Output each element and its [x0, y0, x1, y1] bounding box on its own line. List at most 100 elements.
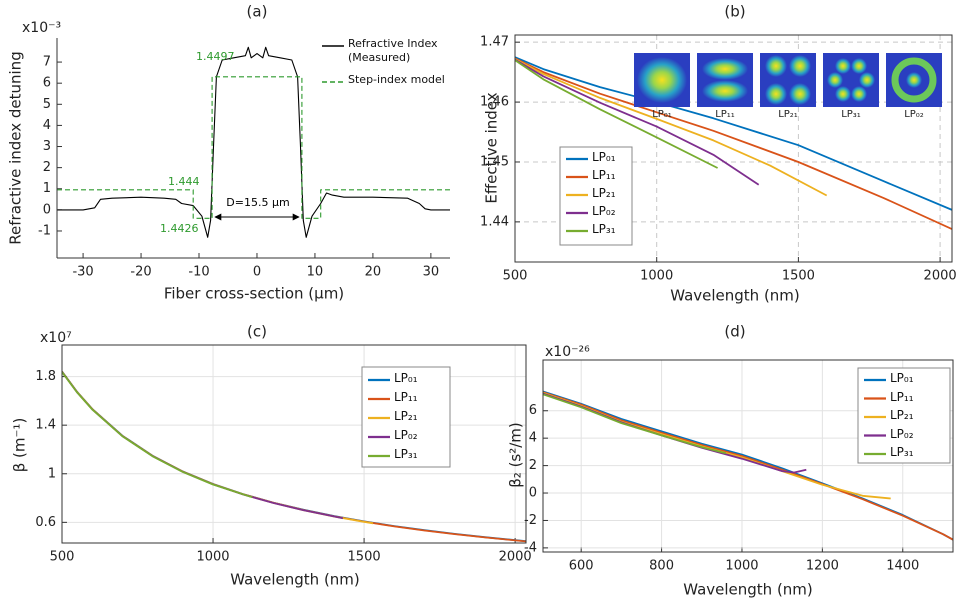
x-tick-label: 1000 — [640, 269, 673, 284]
legend-label: LP₀₂ — [592, 204, 616, 218]
x-tick-label: 1500 — [782, 269, 815, 284]
legend-entry: LP₃₁ — [592, 222, 616, 236]
y-tick-label: 1.4 — [35, 418, 56, 433]
data-line — [62, 371, 253, 499]
panel: 500 1000 1500 2000 1.44 1.45 1.46 1.47 (b) Wavele… — [480, 3, 957, 305]
mode-lobe — [851, 86, 867, 102]
panel-title: (b) — [724, 3, 745, 21]
x-tick-label: 800 — [649, 559, 674, 574]
legend-label: LP₃₁ — [394, 447, 418, 461]
legend-entry: Refractive Index (Measured) — [348, 37, 438, 64]
x-tick-label: 1400 — [886, 559, 919, 574]
x-tick-label: 30 — [423, 265, 440, 280]
x-tick-label: 1200 — [806, 559, 839, 574]
mode-label: LP₃₁ — [841, 109, 861, 120]
x-tick-label: 2000 — [924, 269, 957, 284]
legend-entry: LP₁₁ — [592, 168, 616, 182]
y-tick-label: 4 — [43, 118, 51, 133]
x-tick-label: -10 — [188, 265, 209, 280]
y-axis-label: β₂ (s²/m) — [507, 422, 525, 488]
x-tick-label: 2000 — [499, 550, 532, 565]
mode-label: LP₀₂ — [904, 109, 924, 120]
y-axis-label: Effective index — [483, 92, 501, 203]
y-tick-label: 6 — [529, 403, 537, 418]
legend-entry: LP₀₁ — [592, 150, 616, 164]
mode-label: LP₂₁ — [778, 109, 798, 120]
plot-area — [62, 345, 526, 543]
legend-label: LP₀₂ — [890, 426, 914, 441]
plot-area — [57, 38, 450, 258]
data-line — [515, 56, 952, 211]
x-axis-label: Wavelength (nm) — [670, 287, 800, 305]
axis-multiplier: x10⁷ — [40, 330, 72, 346]
mode-lobe — [835, 58, 851, 74]
x-tick-label: 0 — [253, 265, 261, 280]
y-axis-label: β (m⁻¹) — [11, 418, 29, 473]
axis-multiplier: x10⁻³ — [22, 20, 61, 36]
y-tick-label: 0.6 — [35, 515, 56, 530]
mode-label: LP₀₁ — [652, 109, 672, 120]
y-tick-label: -4 — [524, 540, 537, 555]
y-tick-label: 1.47 — [480, 35, 509, 50]
panels: -30 -20 -10 0 10 20 30-101234567(a)x10⁻³Fiber … — [7, 3, 957, 599]
x-tick-label: 500 — [503, 269, 528, 284]
y-tick-label: 5 — [43, 97, 51, 112]
mode-lobe — [789, 83, 811, 105]
y-tick-label: 1.46 — [480, 95, 509, 110]
mode-label: LP₁₁ — [715, 109, 735, 120]
x-tick-label: -20 — [130, 265, 151, 280]
y-tick-label: 1.44 — [480, 214, 509, 229]
legend-label: LP₀₂ — [394, 428, 418, 442]
legend-label: LP₁₁ — [890, 389, 914, 404]
mode-lobe — [906, 72, 922, 88]
mode-lobe — [702, 58, 748, 80]
y-tick-label: 1 — [43, 181, 51, 196]
legend-entry: LP₃₁ — [890, 445, 914, 459]
legend-entry: LP₀₂ — [592, 204, 616, 218]
mode-images: LP₀₁ LP₁₁ LP₂₁ LP₃₁ LP₀₂ — [634, 53, 942, 120]
data-line — [515, 58, 828, 197]
legend-label: Refractive Index (Measured) — [348, 37, 438, 64]
y-axis-label: Refractive index detuning — [7, 51, 25, 244]
data-line — [515, 58, 760, 186]
axes-frame — [61, 344, 527, 544]
mode-lobe — [702, 80, 748, 102]
x-tick-label: 10 — [307, 265, 324, 280]
data-line — [515, 59, 719, 169]
legend-label: LP₁₁ — [394, 390, 418, 404]
annotation: 1.4426 — [160, 222, 199, 235]
mode-lobe — [859, 72, 875, 88]
legend-entry: LP₀₁ — [890, 371, 914, 385]
x-axis-label: Fiber cross-section (µm) — [164, 285, 344, 303]
x-axis-label: Wavelength (nm) — [683, 581, 813, 599]
legend-entry: LP₀₁ — [394, 371, 418, 385]
legend-entry: LP₀₂ — [890, 426, 914, 441]
legend-entry: LP₃₁ — [394, 447, 418, 461]
annotation: D=15.5 µm — [226, 196, 289, 209]
legend-label: LP₀₁ — [890, 371, 914, 385]
y-tick-label: 4 — [529, 431, 537, 446]
legend-entry: LP₁₁ — [890, 389, 914, 404]
x-tick-label: 20 — [365, 265, 382, 280]
mode-lobe — [835, 86, 851, 102]
panel-title: (c) — [247, 323, 267, 341]
legend-entry: LP₂₁ — [592, 186, 616, 200]
legend-entry: Step-index model — [348, 73, 445, 86]
x-axis-label: Wavelength (nm) — [230, 571, 360, 589]
panel-title: (a) — [247, 3, 268, 21]
y-tick-label: 6 — [43, 76, 51, 91]
legend-label: LP₀₁ — [394, 371, 418, 385]
x-tick-label: 1000 — [725, 559, 758, 574]
annotation: 1.4497 — [196, 50, 235, 63]
mode-ring — [891, 57, 937, 103]
x-tick-label: 1500 — [348, 550, 381, 565]
panel: 600 800 1000 1200 1400 -4 -2 0 2 4 6 (d) x10⁻²⁶ Wavel… — [507, 323, 954, 599]
y-tick-label: 3 — [43, 139, 51, 154]
mode-lobe — [765, 55, 787, 77]
y-tick-label: 1.45 — [480, 154, 509, 169]
axes-frame — [542, 359, 954, 553]
panel: 500 1000 1500 2000 0.6 1 1.4 1.8 (c) x10⁷ Waveleng… — [11, 323, 532, 589]
mode-lobe — [851, 58, 867, 74]
y-tick-label: 0 — [43, 202, 51, 217]
